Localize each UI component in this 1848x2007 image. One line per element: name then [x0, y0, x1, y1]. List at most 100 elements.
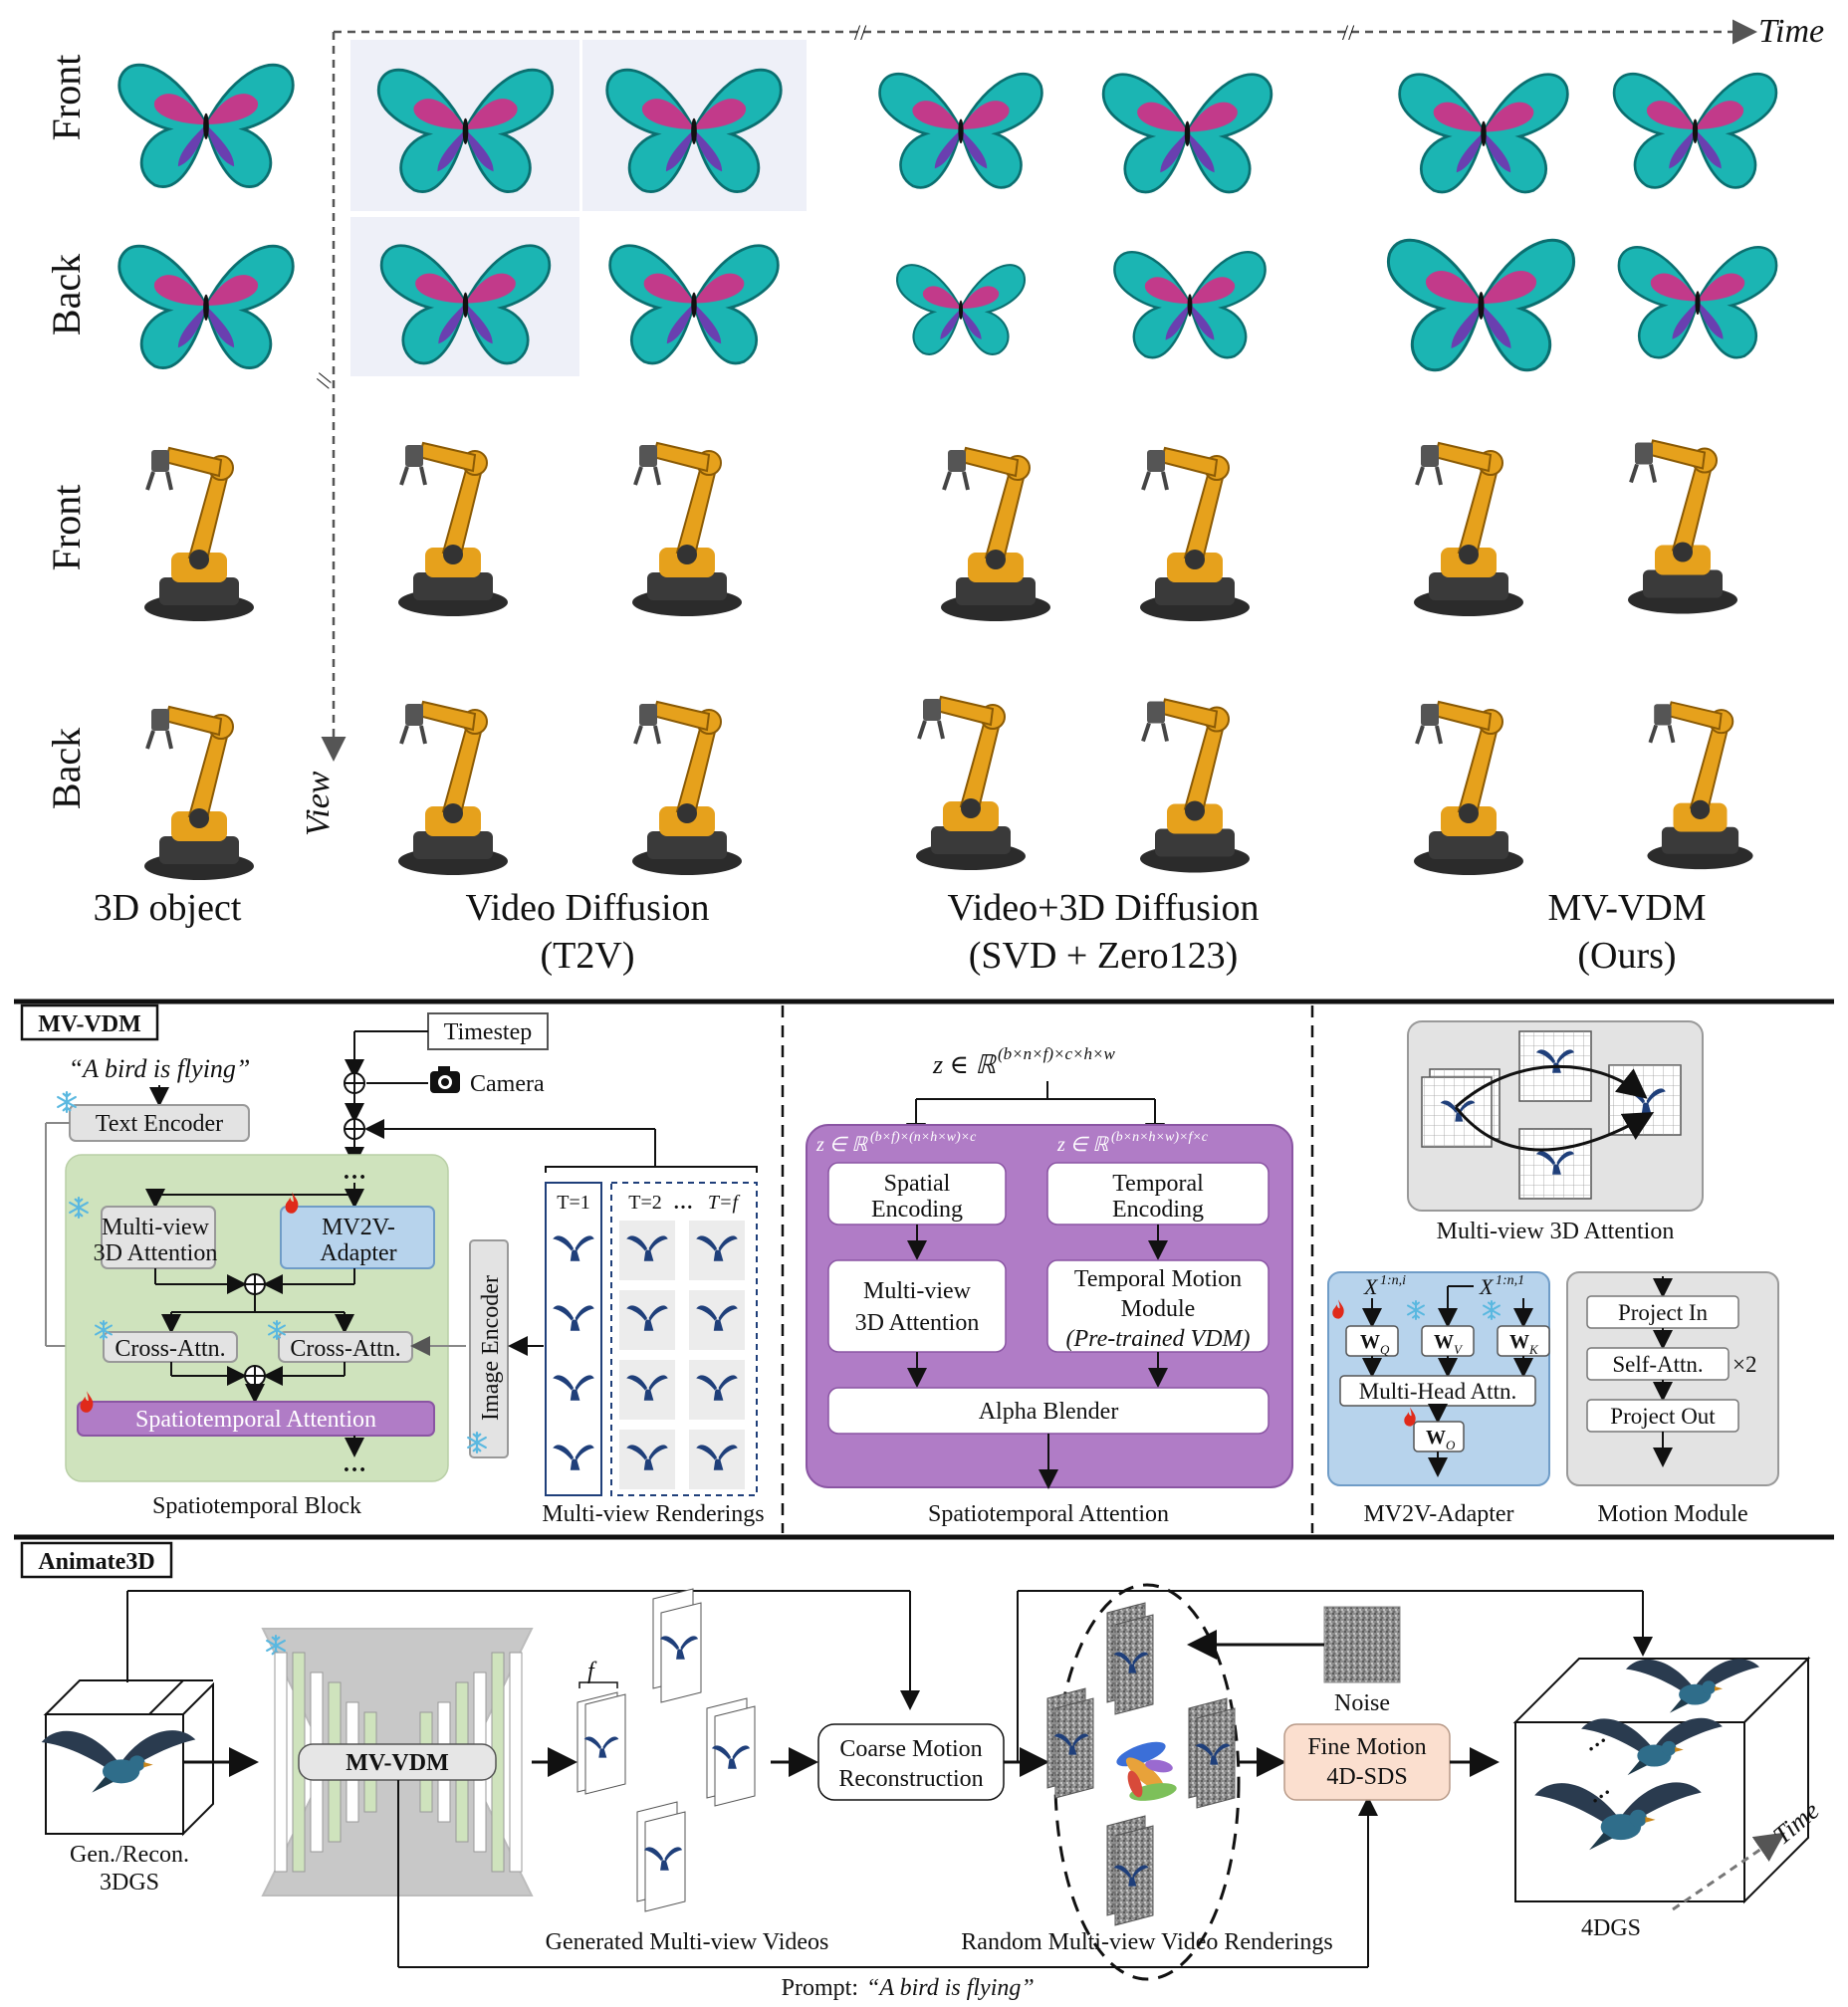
temporal-motion-label-3: (Pre-trained VDM): [1065, 1326, 1250, 1352]
row-label-back: Back: [44, 254, 89, 335]
prompt-label: Prompt:: [782, 1975, 858, 2001]
ellipsis-top: …: [343, 1159, 366, 1185]
frames-symbol: f: [587, 1659, 597, 1684]
x-left-sup: 1:n,i: [1380, 1273, 1406, 1288]
butterfly-image: [895, 263, 1027, 356]
column-caption: Video Diffusion: [465, 887, 709, 929]
robot-arm-image: [144, 448, 254, 621]
butterfly-image: [608, 244, 780, 365]
spatial-encoding-label-1: Spatial: [884, 1171, 951, 1197]
column-caption-sub: (Ours): [1577, 935, 1676, 977]
rendering-grid: [619, 1221, 745, 1489]
z-top-sup: (b×n×f)×c×h×w: [998, 1044, 1115, 1063]
time-label: Time: [1758, 13, 1824, 50]
renderings-bracket: [545, 1166, 758, 1173]
robot-arm-image: [1628, 441, 1737, 614]
cross-attn-label: Cross-Attn.: [115, 1336, 225, 1362]
mvvdm-core-label: MV-VDM: [346, 1750, 449, 1776]
prompt-text: “A bird is flying”: [866, 1975, 1035, 2001]
coarse-motion-label-1: Coarse Motion: [839, 1736, 982, 1762]
camera-label: Camera: [470, 1071, 545, 1097]
fine-motion-label-2: 4D-SDS: [1326, 1764, 1407, 1790]
renderings-caption: Multi-view Renderings: [542, 1501, 764, 1527]
4dgs-label: 4DGS: [1581, 1915, 1641, 1941]
panel-title: MV-VDM: [38, 1011, 141, 1037]
z-left-sup: (b×f)×(n×h×w)×c: [870, 1130, 977, 1145]
butterfly-image: [1612, 72, 1778, 189]
butterfly-image: [1101, 73, 1273, 194]
t2-label: T=2: [628, 1192, 662, 1214]
comparison-grid: // // // Time View Front Back Front Back: [44, 13, 1824, 977]
timestep-label: Timestep: [444, 1019, 532, 1045]
z-right-sup: (b×n×h×w)×f×c: [1111, 1130, 1209, 1145]
spatiotemporal-attention-label: Spatiotemporal Attention: [135, 1407, 376, 1433]
mvvdm-panel: MV-VDM “A bird is flying” Timestep Camer…: [20, 1004, 765, 1527]
column-caption-sub: (SVD + Zero123): [969, 935, 1239, 977]
robot-arm-image: [941, 448, 1050, 621]
wv-label: W: [1434, 1331, 1454, 1353]
wv-sub: V: [1454, 1342, 1464, 1357]
mv3d-label-2: 3D Attention: [855, 1310, 980, 1336]
t1-label: T=1: [557, 1192, 590, 1214]
wo-label: W: [1426, 1427, 1446, 1449]
adapter-label-1: MV2V-: [322, 1215, 395, 1240]
fine-motion-label-1: Fine Motion: [1307, 1734, 1426, 1760]
time-arrow: [1672, 1832, 1785, 1911]
z-left: z ∈ ℝ: [815, 1134, 868, 1156]
butterfly-image: [117, 63, 295, 188]
prompt-text: “A bird is flying”: [69, 1054, 251, 1083]
robot-arm-image: [1414, 702, 1523, 875]
right-panel: Multi-view 3D Attention X 1:n,i X 1:n,1 …: [1327, 1020, 1779, 1527]
robot-arm-image: [1647, 702, 1752, 869]
t1-column: [545, 1182, 602, 1496]
column-caption: Video+3D Diffusion: [948, 887, 1260, 929]
adapter-caption: MV2V-Adapter: [1363, 1501, 1513, 1527]
self-attn-box: [1586, 1347, 1730, 1381]
noise-label: Noise: [1334, 1690, 1390, 1716]
butterfly-image: [1386, 238, 1576, 372]
axis-break-1: //: [854, 20, 867, 45]
robot-arm-image: [1414, 443, 1523, 616]
wo-sub: O: [1446, 1438, 1456, 1452]
row-label-back: Back: [44, 728, 89, 809]
repeat-label: ×2: [1732, 1352, 1756, 1377]
column-caption-sub: (T2V): [541, 935, 635, 977]
wk-sub: K: [1528, 1342, 1539, 1357]
cross-attn-label: Cross-Attn.: [290, 1336, 400, 1362]
column-caption: 3D object: [94, 887, 242, 929]
noise-image: [1323, 1606, 1401, 1683]
robot-arm-image: [398, 443, 508, 616]
temporal-encoding-label-2: Encoding: [1112, 1197, 1204, 1223]
temporal-encoding-label-1: Temporal: [1112, 1171, 1204, 1197]
spatiotemporal-block-caption: Spatiotemporal Block: [152, 1493, 361, 1519]
robot-arm-image: [1140, 448, 1250, 621]
wq-sub: Q: [1380, 1342, 1390, 1357]
3dgs-cube: [41, 1679, 214, 1837]
view-label: View: [300, 771, 337, 836]
panel-title-box: [20, 1004, 159, 1041]
butterfly-image: [117, 244, 295, 369]
adapter-label-2: Adapter: [320, 1240, 396, 1266]
mv3d-attention-label-2: 3D Attention: [94, 1240, 218, 1266]
animate3d-panel: Animate3D Gen./Recon. 3DGS: [20, 1541, 1825, 2001]
temporal-motion-label-2: Module: [1121, 1296, 1196, 1322]
noisy-renderings: [1046, 1602, 1236, 1926]
row-label-front: Front: [44, 485, 89, 571]
column-caption: MV-VDM: [1547, 887, 1706, 929]
robot-arm-image: [1140, 700, 1250, 873]
tf-label: T=f: [708, 1192, 741, 1214]
butterfly-image: [878, 72, 1043, 189]
robot-arm-image: [632, 443, 742, 616]
robot-arm-image: [144, 707, 254, 880]
butterfly-image: [1617, 245, 1778, 359]
generated-videos: f: [577, 1588, 756, 1912]
st-attention-caption: Spatiotemporal Attention: [928, 1501, 1169, 1527]
gen-recon-label-1: Gen./Recon.: [70, 1842, 189, 1868]
mv3d-attention-box: [827, 1259, 1007, 1353]
x-left: X: [1363, 1274, 1379, 1299]
multi-head-attn-label: Multi-Head Attn.: [1359, 1379, 1516, 1404]
x-right: X: [1479, 1274, 1495, 1299]
butterfly-image: [1112, 250, 1268, 359]
wk-label: W: [1509, 1331, 1529, 1353]
coarse-motion-label-2: Reconstruction: [838, 1766, 983, 1792]
